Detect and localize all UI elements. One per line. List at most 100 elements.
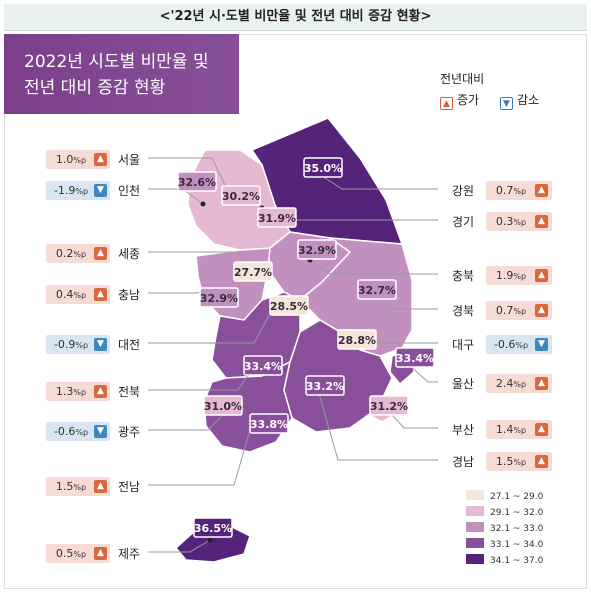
change-unit-seoul: %p [73, 156, 87, 165]
region-name-gyeongnam: 경남 [452, 455, 475, 469]
change-unit-busan: %p [513, 426, 527, 435]
rate-text-jeju: 36.5% [194, 522, 232, 535]
legend-title: 전년대비 [440, 72, 485, 86]
change-pill-sejong: 0.2%p ▲ [46, 244, 110, 263]
region-name-daegu: 대구 [452, 338, 475, 352]
chevron-up-icon: ▲ [535, 304, 548, 317]
region-name-jeonnam: 전남 [118, 480, 141, 494]
scale-label-3: 32.1 ~ 33.0 [490, 524, 544, 534]
rate-text-chungnam: 32.9% [200, 292, 238, 305]
change-value-ulsan: 2.4 [495, 377, 514, 390]
chevron-up-icon: ▲ [535, 215, 548, 228]
change-unit-gwangju: %p [75, 428, 89, 437]
change-unit-jeonnam: %p [73, 483, 87, 492]
change-unit-chungbuk: %p [513, 272, 527, 281]
rate-text-incheon: 32.6% [178, 176, 216, 189]
change-pill-gyeongnam: 1.5%p ▲ [486, 452, 552, 471]
rate-callout-gwangju [203, 395, 243, 416]
rate-callout-jeonnam [249, 413, 289, 434]
change-unit-ulsan: %p [513, 380, 527, 389]
title-banner: 2022년 시도별 비만율 및 전년 대비 증감 현황 [4, 34, 239, 114]
rate-text-busan: 31.2% [370, 400, 408, 413]
chevron-up-icon: ▲ [94, 480, 107, 493]
leader-line-chungbuk [309, 259, 438, 275]
rate-text-gyeongbuk: 32.7% [358, 284, 396, 297]
change-pill-jeonbuk: 1.3%p ▲ [46, 382, 110, 401]
chevron-up-icon: ▲ [535, 455, 548, 468]
change-value-chungbuk: 1.9 [495, 269, 514, 282]
legend-increase-label: 증가 [457, 93, 480, 107]
rate-text-ulsan: 33.4% [396, 352, 434, 365]
change-pill-chungbuk: 1.9%p ▲ [486, 266, 552, 285]
chevron-up-icon: ▲ [535, 184, 548, 197]
change-pill-chungnam: 0.4%p ▲ [46, 285, 110, 304]
change-unit-gyeongbuk: %p [513, 307, 527, 316]
rate-callout-incheon [177, 171, 217, 192]
region-name-incheon: 인천 [118, 184, 141, 198]
region-name-ulsan: 울산 [452, 377, 475, 391]
scale-swatch-4 [466, 538, 484, 548]
rate-callout-daegu [337, 329, 377, 350]
change-value-sejong: 0.2 [55, 247, 74, 260]
rate-callout-chungbuk [297, 239, 337, 260]
change-value-gwangju: -0.6 [53, 425, 76, 438]
rate-callout-ulsan [395, 347, 435, 368]
rate-callout-busan [369, 395, 409, 416]
change-value-daegu: -0.6 [493, 338, 516, 351]
rate-callout-chungnam [199, 287, 239, 308]
leader-line-gwangju [148, 409, 229, 431]
region-name-gangwon: 강원 [452, 184, 475, 198]
change-unit-daegu: %p [515, 341, 529, 350]
change-value-jeonbuk: 1.3 [55, 385, 74, 398]
change-value-chungnam: 0.4 [55, 288, 74, 301]
change-pill-gwangju: -0.6%p ▼ [46, 422, 110, 441]
leader-line-ulsan [407, 363, 438, 383]
chevron-down-icon: ▼ [500, 97, 513, 110]
region-name-daejeon: 대전 [118, 338, 141, 352]
rate-text-jeonnam: 33.8% [250, 418, 288, 431]
legend-decrease-label: 감소 [517, 93, 540, 107]
scale-label-2: 29.1 ~ 32.0 [490, 508, 544, 518]
leader-line-gyeongbuk [369, 295, 438, 310]
rate-text-gwangju: 31.0% [204, 400, 242, 413]
rate-text-jeonbuk: 33.4% [244, 360, 282, 373]
change-value-busan: 1.4 [495, 423, 514, 436]
region-name-chungnam: 충남 [118, 288, 141, 302]
region-name-jeju: 제주 [118, 547, 141, 561]
chevron-up-icon: ▲ [535, 269, 548, 282]
scale-item-4: 33.1 ~ 34.0 [466, 538, 543, 551]
chevron-up-icon: ▲ [440, 97, 453, 110]
chevron-up-icon: ▲ [94, 247, 107, 260]
change-value-gyeongnam: 1.5 [495, 455, 514, 468]
banner-gradient [4, 34, 239, 114]
rate-text-sejong: 27.7% [234, 266, 272, 279]
change-value-jeonnam: 1.5 [55, 480, 74, 493]
leader-line-jeonnam [148, 415, 255, 486]
scale-item-1: 27.1 ~ 29.0 [466, 490, 543, 503]
rate-callout-gyeongnam [305, 375, 345, 396]
region-name-gyeongbuk: 경북 [452, 304, 475, 318]
change-unit-gyeongnam: %p [513, 458, 527, 467]
leader-line-daejeon [148, 305, 275, 344]
scale-label-4: 33.1 ~ 34.0 [490, 540, 544, 550]
change-value-jeju: 0.5 [55, 547, 74, 560]
rate-text-seoul: 30.2% [222, 190, 260, 203]
change-pill-seoul: 1.0%p ▲ [46, 150, 110, 169]
banner-title-line1: 2022년 시도별 비만율 및 [24, 52, 209, 72]
rate-callout-jeju [193, 517, 233, 538]
chevron-up-icon: ▲ [94, 385, 107, 398]
region-name-busan: 부산 [452, 423, 475, 437]
change-pill-busan: 1.4%p ▲ [486, 420, 552, 439]
change-value-gyeongbuk: 0.7 [495, 304, 514, 317]
change-pill-gyeongbuk: 0.7%p ▲ [486, 301, 552, 320]
rate-callout-seoul [221, 185, 261, 206]
change-pill-gyeonggi: 0.3%p ▲ [486, 212, 552, 231]
leader-line-gangwon [321, 175, 438, 190]
rate-text-chungbuk: 32.9% [298, 244, 336, 257]
region-name-chungbuk: 충북 [452, 269, 475, 283]
change-unit-incheon: %p [75, 187, 89, 196]
rate-callout-jeonbuk [243, 355, 283, 376]
rate-callout-sejong [233, 261, 273, 282]
